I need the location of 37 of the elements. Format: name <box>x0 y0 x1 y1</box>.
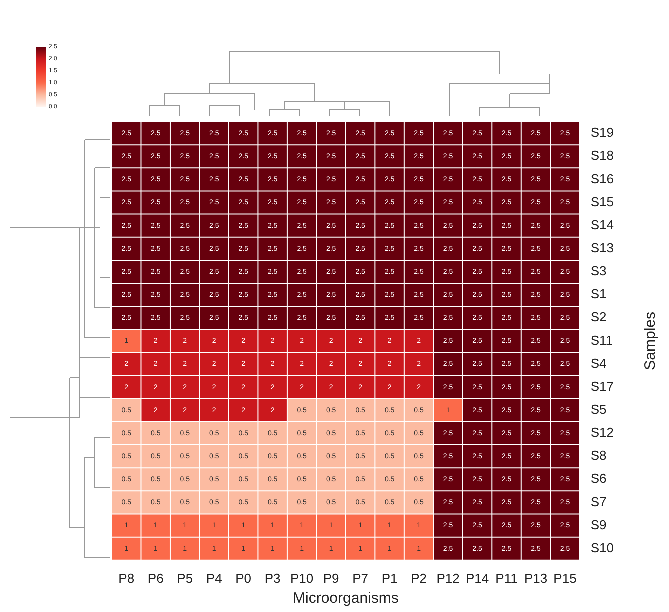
y-tick-label: S17 <box>590 378 614 394</box>
x-tick-label: P13 <box>524 570 548 586</box>
x-tick-label: P12 <box>436 570 460 586</box>
y-tick-label: S16 <box>590 171 614 186</box>
x-tick-label: P2 <box>411 570 427 586</box>
x-tick-label: P15 <box>554 570 577 586</box>
y-tick-label: S8 <box>590 448 607 464</box>
y-tick-label: S13 <box>590 240 614 256</box>
y-tick-label: S4 <box>590 356 607 371</box>
y-tick-label: S15 <box>590 194 614 210</box>
y-axis-title: Samples <box>642 312 660 370</box>
x-tick-label: P9 <box>323 570 340 586</box>
y-tick-label: S14 <box>590 217 614 232</box>
x-tick-label: P4 <box>206 570 222 586</box>
y-tick-label: S9 <box>590 517 607 532</box>
y-tick-label: S19 <box>590 125 614 140</box>
y-tick-label: S5 <box>590 402 607 417</box>
y-tick-label: S11 <box>590 332 614 348</box>
y-tick-label: S1 <box>590 286 607 302</box>
x-tick-label: P7 <box>352 570 369 586</box>
x-tick-label: P11 <box>496 570 518 586</box>
x-tick-label: P10 <box>290 570 314 586</box>
y-tick-label: S18 <box>590 148 614 164</box>
x-tick-label: P3 <box>264 570 281 586</box>
y-tick-label: S7 <box>590 494 607 510</box>
x-axis-title: Microorganisms <box>293 590 399 608</box>
x-tick-label: P8 <box>118 570 135 586</box>
y-tick-label: S10 <box>590 540 614 556</box>
y-tick-label: S2 <box>590 310 607 325</box>
x-tick-label: P0 <box>236 570 252 586</box>
x-tick-label: P1 <box>382 570 398 586</box>
y-tick-label: S3 <box>590 264 607 279</box>
y-tick-label: S6 <box>590 471 607 486</box>
x-tick-label: P14 <box>466 570 490 586</box>
y-tick-label: S12 <box>590 425 614 440</box>
x-tick-label: P6 <box>148 570 164 586</box>
x-tick-label: P5 <box>177 570 194 586</box>
